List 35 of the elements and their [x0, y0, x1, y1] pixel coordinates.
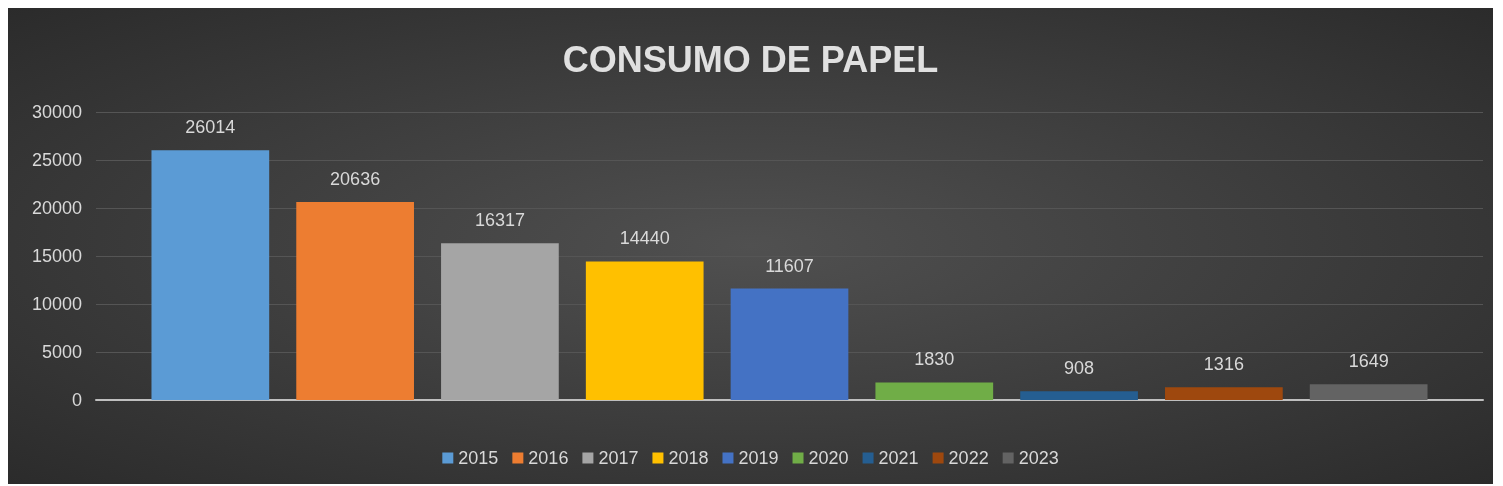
legend-label: 2021: [878, 448, 919, 468]
data-label: 1649: [1348, 351, 1389, 372]
bar: [585, 261, 704, 400]
legend-label: 2020: [808, 448, 849, 468]
data-label: 20636: [330, 168, 381, 189]
bar: [296, 201, 414, 400]
legend-label: 2015: [458, 448, 499, 468]
y-tick-label: 15000: [31, 246, 82, 266]
y-tick-label: 30000: [31, 102, 82, 122]
data-label: 908: [1064, 358, 1095, 379]
data-label: 14440: [619, 228, 670, 249]
bar: [1020, 391, 1138, 400]
legend-label: 2019: [738, 448, 779, 468]
data-label: 11607: [765, 255, 814, 276]
bar: [441, 243, 559, 400]
legend-label: 2023: [1018, 448, 1059, 468]
legend-label: 2017: [598, 448, 639, 468]
y-tick-label: 5000: [41, 342, 82, 362]
bar: [730, 288, 849, 400]
bar: [1309, 384, 1428, 400]
y-tick-label: 0: [71, 390, 82, 410]
data-label: 16317: [474, 210, 525, 231]
legend-label: 2018: [668, 448, 709, 468]
bar: [1165, 387, 1283, 400]
y-tick-label: 20000: [31, 198, 82, 218]
bar: [875, 382, 994, 400]
data-label: 1830: [914, 349, 955, 370]
y-tick-label: 10000: [31, 294, 82, 314]
legend-label: 2022: [948, 448, 989, 468]
data-label: 26014: [185, 117, 236, 138]
y-tick-label: 25000: [31, 150, 82, 170]
chart-title: CONSUMO DE PAPEL: [562, 38, 939, 80]
legend-label: 2016: [528, 448, 569, 468]
bar: [151, 150, 270, 400]
data-label: 1316: [1203, 354, 1244, 375]
